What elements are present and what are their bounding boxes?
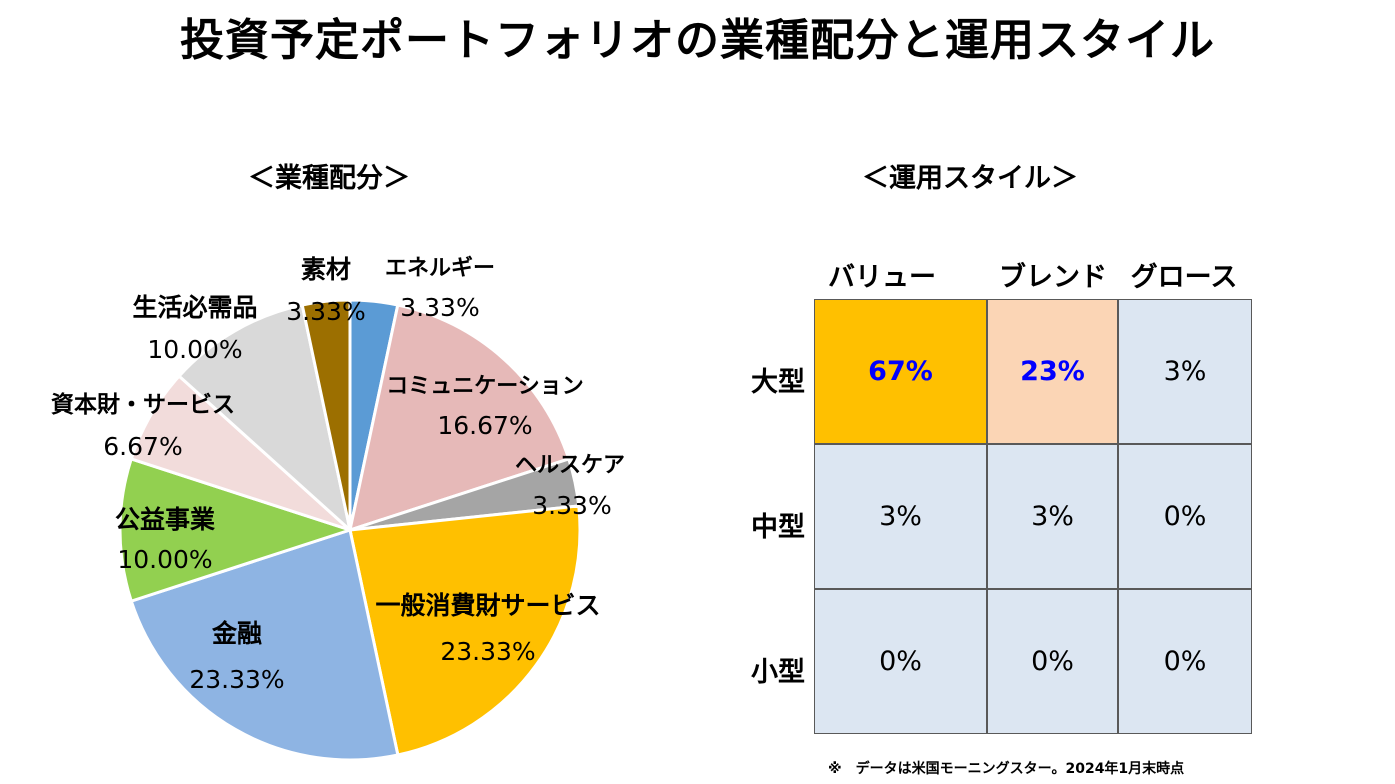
style-cell: 3% [1118,299,1252,444]
row-header-mid: 中型 [751,512,805,543]
pie-slice-value-label: 23.33% [189,665,284,694]
col-header-growth: グロース [1130,262,1238,293]
pie-slice-name-label: エネルギー [385,256,495,281]
style-cell: 67% [814,299,987,444]
pie-slice [129,528,400,762]
pie-slice-value-label: 3.33% [286,297,365,326]
pie-slice [176,303,353,535]
pie-slice-value-label: 3.33% [532,491,611,520]
pie-slice-value-label: 3.33% [400,293,479,322]
pie-slice-name-label: コミュニケーション [386,374,584,399]
pie-subtitle: ＜業種配分＞ [248,163,410,194]
pie-slice-value-label: 6.67% [103,432,182,461]
row-header-small: 小型 [751,657,805,688]
style-cell: 3% [987,444,1118,589]
pie-slice-name-label: 金融 [211,619,262,648]
sector-pie-chart: エネルギー 3.33% コミュニケーション 16.67% ヘルスケア 3.33% 一般消費財… [51,255,625,762]
pie-slice [348,504,582,757]
pie-slice-value-label: 16.67% [437,411,532,440]
style-cell: 0% [1118,589,1252,734]
source-note: ※ データは米国モーニングスター。2024年1月末時点 [828,761,1185,777]
pie-slice-value-label: 23.33% [440,637,535,666]
pie-slice-value-label: 10.00% [117,545,212,574]
row-header-large: 大型 [751,367,805,398]
pie-slice-name-label: 一般消費財サービス [375,591,600,620]
page-title: 投資予定ポートフォリオの業種配分と運用スタイル [180,15,1215,66]
style-cell: 0% [1118,444,1252,589]
col-header-blend: ブレンド [999,262,1107,293]
pie-slice [300,298,352,531]
pie-slice-name-label: 資本財・サービス [51,391,235,418]
pie-slice-name-label: 公益事業 [115,505,215,534]
pie-slice-name-label: 素材 [301,255,351,284]
style-subtitle: ＜運用スタイル＞ [862,163,1078,194]
pie-slice-name-label: 生活必需品 [132,293,257,322]
style-cell: 23% [987,299,1118,444]
pie-slice-value-label: 10.00% [147,335,242,364]
pie-slice-name-label: ヘルスケア [515,453,625,478]
col-header-value: バリュー [828,262,936,293]
style-cell: 0% [987,589,1118,734]
style-cell: 0% [814,589,987,734]
style-cell: 3% [814,444,987,589]
pie-slice [347,303,571,533]
pie-slice [118,457,355,604]
